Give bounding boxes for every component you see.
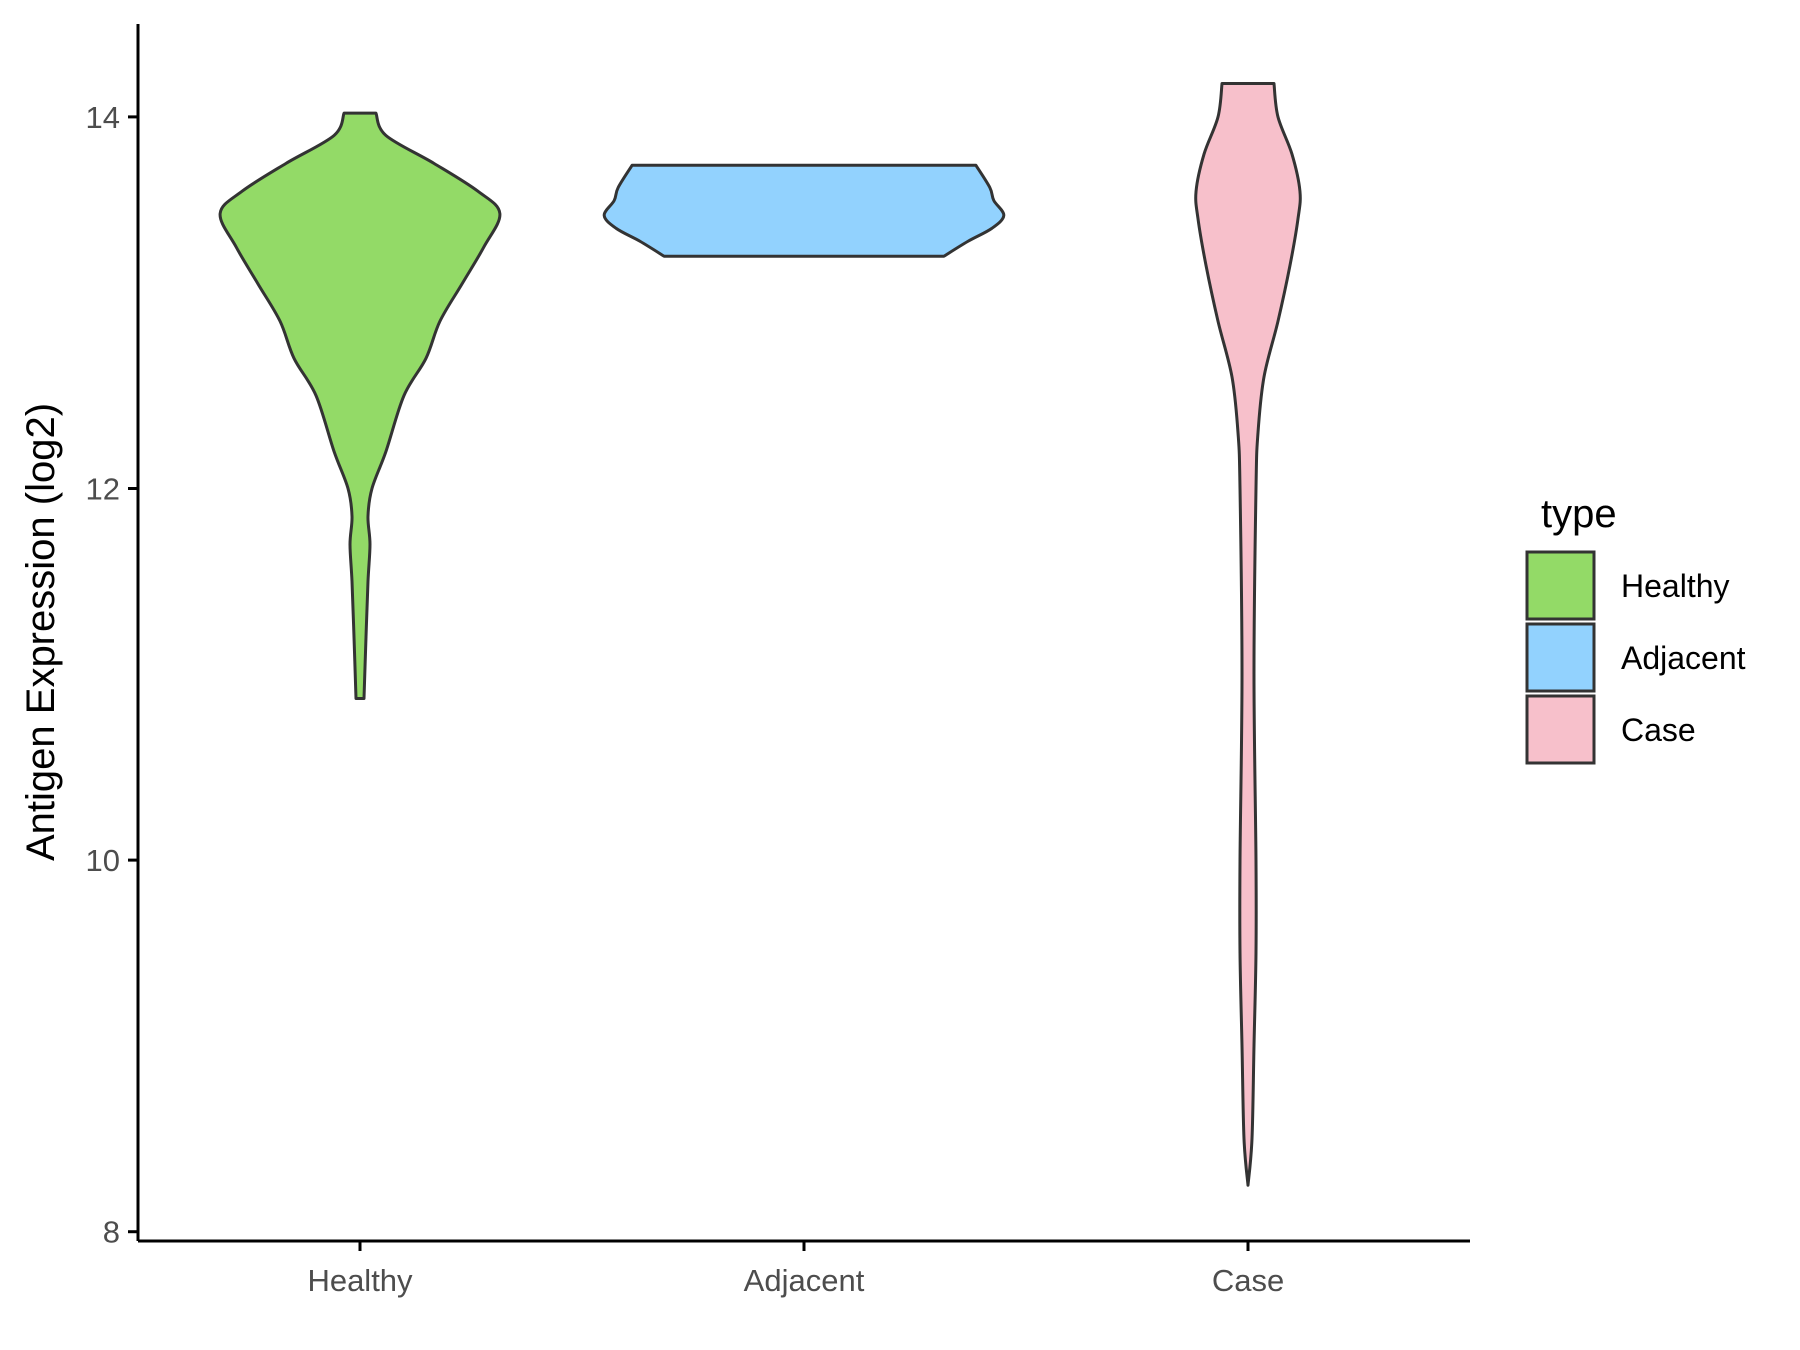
y-tick-label: 10 — [86, 843, 120, 878]
legend-label-healthy: Healthy — [1621, 568, 1730, 604]
legend-label-adjacent: Adjacent — [1621, 640, 1746, 676]
y-axis-label: Antigen Expression (log2) — [19, 403, 63, 861]
y-tick-label: 12 — [86, 472, 120, 507]
violin-healthy — [218, 111, 502, 700]
legend-key-healthy — [1525, 550, 1596, 621]
violins-layer — [218, 81, 1302, 1187]
legend: type Healthy Adjacent Case — [1525, 492, 1746, 765]
legend-label-case: Case — [1621, 712, 1696, 748]
y-tick-label: 8 — [103, 1215, 120, 1250]
legend-key-adjacent — [1525, 622, 1596, 693]
x-tick-label: Case — [1212, 1263, 1284, 1298]
x-ticks: Healthy Adjacent Case — [307, 1241, 1284, 1298]
legend-key-case — [1525, 694, 1596, 765]
violin-case — [1194, 81, 1302, 1187]
y-tick-label: 14 — [86, 100, 120, 135]
legend-items: Healthy Adjacent Case — [1525, 550, 1746, 765]
x-tick-label: Healthy — [307, 1263, 413, 1298]
legend-title: type — [1541, 492, 1617, 536]
y-ticks: 8 10 12 14 — [86, 100, 138, 1250]
violin-adjacent — [602, 163, 1006, 258]
x-tick-label: Adjacent — [744, 1263, 865, 1298]
